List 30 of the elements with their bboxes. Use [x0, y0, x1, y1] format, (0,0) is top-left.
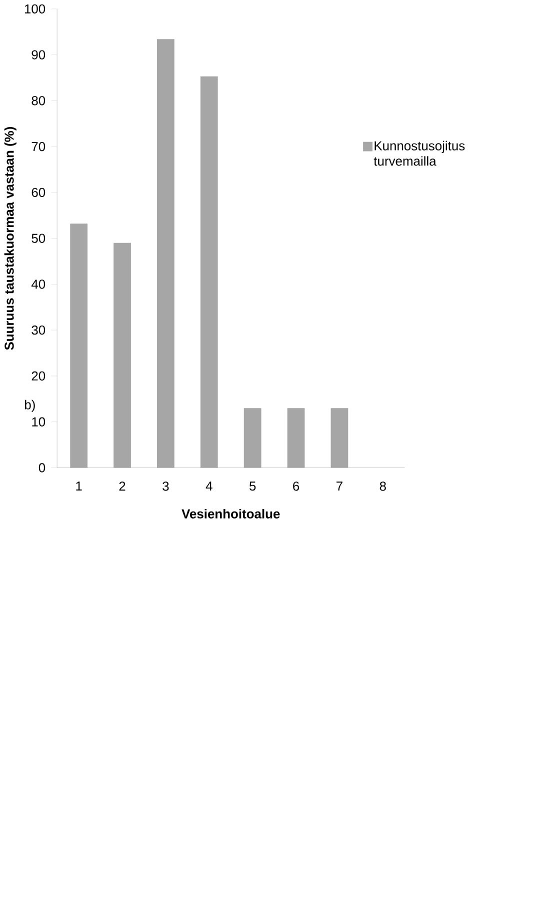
bar — [70, 224, 88, 468]
bar — [114, 242, 132, 468]
x-tick-label: 7 — [336, 482, 343, 491]
y-tick-label: 20 — [32, 371, 46, 381]
y-tick-label: 40 — [32, 280, 46, 289]
y-tick-label: 30 — [32, 326, 46, 335]
bar — [288, 408, 305, 468]
bar — [200, 76, 218, 468]
x-tick-label: 8 — [380, 482, 386, 491]
y-tick-label: 0 — [39, 463, 46, 472]
y-axis-title: Suuruus taustakuormaa vastaan (%) — [4, 127, 17, 350]
y-tick-label: 100 — [25, 4, 46, 14]
x-tick-label: 5 — [250, 482, 256, 491]
bar — [157, 39, 175, 468]
x-tick-label: 2 — [120, 482, 126, 491]
text: b) — [25, 400, 36, 412]
y-tick-label: 80 — [32, 96, 46, 106]
y-tick-label: 10 — [32, 417, 46, 426]
legend-label: Kunnostusojitus turvemailla — [374, 140, 465, 166]
x-tick-label: 6 — [293, 482, 300, 491]
x-tick-label: 4 — [206, 482, 213, 491]
x-axis-title: Vesienhoitoalue — [182, 508, 280, 518]
x-tick-label: 3 — [162, 482, 169, 491]
y-tick-label: 70 — [32, 142, 46, 152]
y-tick-label: 50 — [32, 234, 46, 243]
y-tick-label: 90 — [32, 50, 46, 60]
x-tick-label: 1 — [76, 482, 82, 491]
y-tick-label: 60 — [32, 188, 46, 198]
bar — [244, 408, 262, 468]
bar — [330, 408, 348, 468]
